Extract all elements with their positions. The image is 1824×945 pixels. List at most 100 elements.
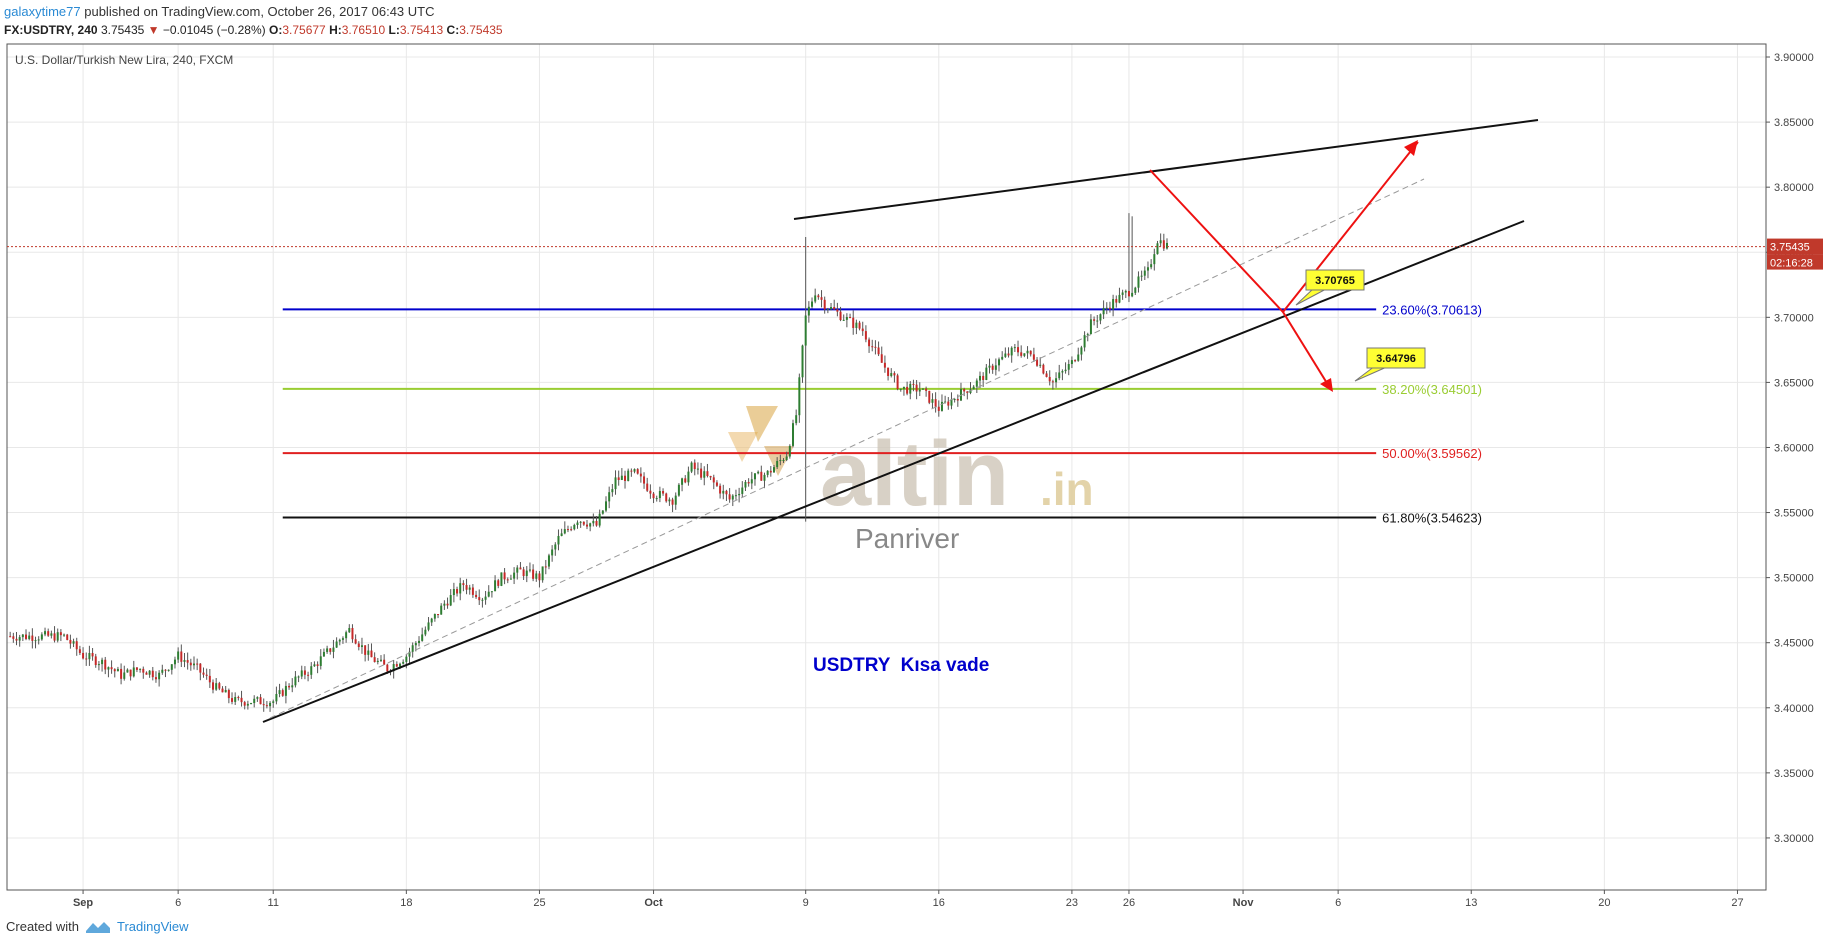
candle-body: [928, 390, 931, 403]
candle-body: [541, 566, 544, 581]
arrowhead-down-icon: [1320, 378, 1333, 392]
candle-body: [925, 388, 928, 391]
ohlc-bar: FX:USDTRY, 240 3.75435 ▼ −0.01045 (−0.28…: [4, 20, 503, 40]
candle-body: [712, 477, 715, 483]
candle-body: [871, 346, 874, 348]
x-tick-label: 16: [933, 897, 945, 909]
drawings[interactable]: [262, 119, 1539, 723]
candle-body: [40, 634, 43, 640]
candle-body: [817, 295, 820, 298]
candle-body: [376, 660, 379, 663]
candle-body: [360, 645, 363, 647]
candle-body: [804, 315, 807, 346]
callout-box[interactable]: [1305, 269, 1365, 291]
price-callouts[interactable]: 3.70765 3.64796: [1295, 269, 1426, 382]
open-label: O:: [269, 23, 283, 37]
candle-body: [427, 622, 430, 630]
candle-body: [316, 664, 319, 666]
candle-body: [373, 657, 376, 663]
candle-body: [842, 319, 845, 321]
candle-body: [579, 521, 582, 523]
candle-body: [633, 469, 636, 472]
candle-body: [864, 331, 867, 340]
candle-body: [845, 317, 848, 320]
candle-body: [424, 629, 427, 635]
candle-body: [947, 401, 950, 406]
candle-body: [158, 672, 161, 680]
candle-body: [97, 664, 100, 666]
candle-body: [449, 595, 452, 606]
candle-body: [1058, 372, 1061, 379]
close-label: C:: [446, 23, 460, 37]
publisher-name[interactable]: galaxytime77: [4, 4, 81, 19]
candle-body: [849, 317, 852, 319]
candle-body: [988, 365, 991, 368]
candle-body: [696, 468, 699, 470]
candle-body: [173, 659, 176, 665]
candle-body: [503, 572, 506, 580]
dashed-channel-midline[interactable]: [269, 178, 1425, 719]
candle-body: [351, 628, 354, 640]
candle-body: [830, 307, 833, 310]
candle-body: [940, 401, 943, 411]
candle-body: [776, 460, 779, 468]
candle-body: [291, 685, 294, 688]
candle-body: [56, 632, 59, 641]
candle-body: [177, 651, 180, 660]
candle-body: [658, 491, 661, 499]
callout-box[interactable]: [1366, 347, 1426, 369]
candle-body: [544, 566, 547, 568]
candle-body: [738, 493, 741, 496]
candle-body: [414, 643, 417, 646]
candle-body: [123, 672, 126, 679]
lower-trendline[interactable]: [262, 220, 1525, 723]
candle-body: [78, 649, 81, 653]
y-tick-label: 3.45000: [1774, 638, 1814, 650]
fib-label: 61.80%(3.54623): [1382, 510, 1482, 525]
candle-body: [788, 445, 791, 457]
candle-body: [668, 499, 671, 502]
candle-body: [205, 674, 208, 676]
candle-body: [662, 491, 665, 494]
candle-body: [1067, 364, 1070, 370]
candle-body: [69, 639, 72, 644]
upper-trendline[interactable]: [793, 119, 1539, 220]
y-tick-label: 3.50000: [1774, 573, 1814, 585]
candle-body: [386, 664, 389, 672]
candle-body: [934, 399, 937, 407]
candle-body: [592, 520, 595, 524]
candle-body: [611, 489, 614, 493]
candle-body: [1089, 319, 1092, 335]
candle-body: [652, 493, 655, 499]
candle-body: [500, 572, 503, 586]
candle-body: [402, 661, 405, 664]
candle-body: [12, 636, 15, 639]
candle-body: [31, 635, 34, 641]
candle-body: [814, 295, 817, 302]
candle-body: [307, 674, 310, 676]
candle-body: [836, 309, 839, 312]
candle-body: [256, 697, 259, 699]
candle-body: [59, 632, 62, 636]
candle-body: [772, 467, 775, 473]
candle-body: [484, 596, 487, 600]
x-tick-label: 6: [175, 897, 181, 909]
scenario-arrow-path[interactable]: [1149, 141, 1419, 314]
candle-body: [1074, 360, 1077, 362]
candle-body: [107, 667, 110, 670]
candle-body: [269, 702, 272, 707]
fib-levels[interactable]: 23.60%(3.70613) 38.20%(3.64501) 50.00%(3.5…: [282, 302, 1482, 525]
candle-body: [1036, 359, 1039, 366]
tradingview-link[interactable]: TradingView: [116, 919, 189, 934]
candle-body: [506, 579, 509, 581]
candle-body: [66, 634, 69, 640]
scenario-arrow-down[interactable]: [1282, 311, 1331, 389]
candle-body: [481, 599, 484, 601]
candle-body: [785, 456, 788, 461]
candle-body: [953, 398, 956, 400]
candle-body: [855, 322, 858, 328]
candle-body: [1099, 314, 1102, 321]
candle-body: [9, 636, 12, 638]
x-tick-label: 6: [1335, 897, 1341, 909]
